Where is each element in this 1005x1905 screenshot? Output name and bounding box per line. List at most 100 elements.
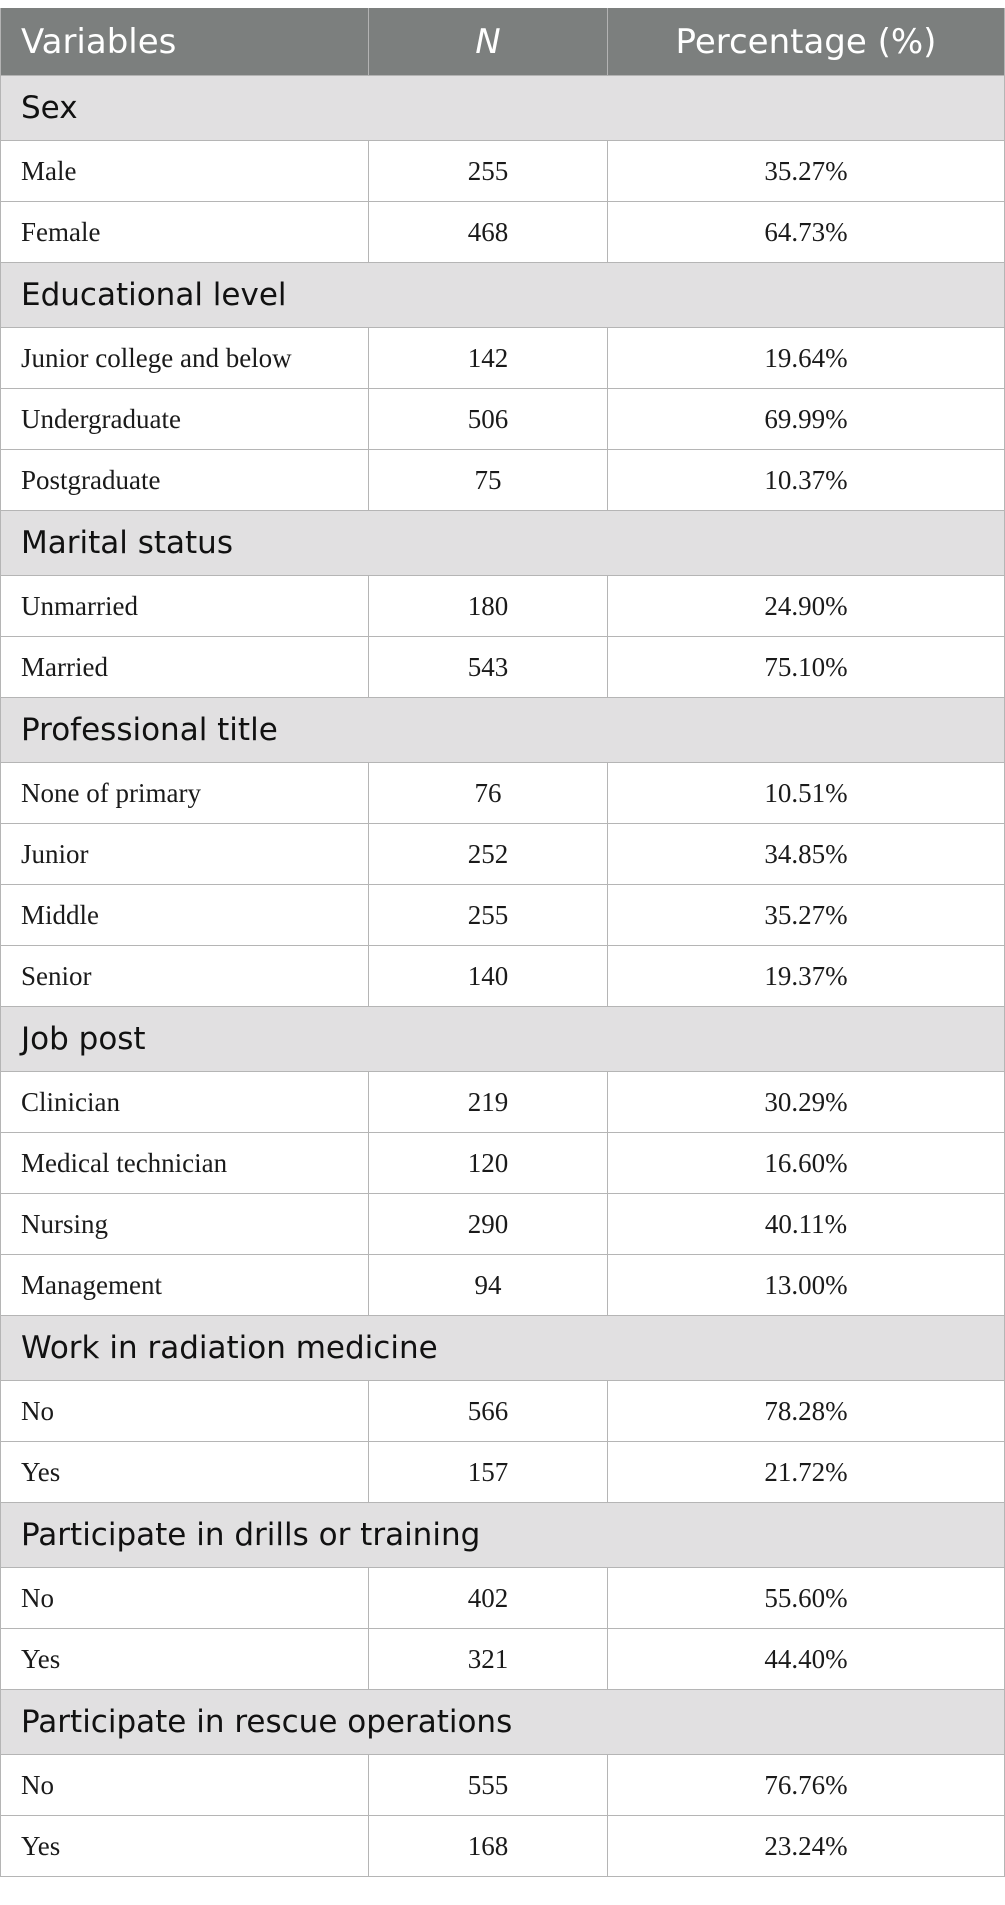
- group-header-row: Professional title: [0, 697, 1005, 763]
- count-cell: 168: [368, 1815, 608, 1877]
- table-header: Variables N Percentage (%): [0, 8, 1005, 76]
- percentage-cell: 64.73%: [607, 201, 1005, 263]
- count-cell: 543: [368, 636, 608, 698]
- group-header-row: Sex: [0, 75, 1005, 141]
- variable-cell: Nursing: [0, 1193, 369, 1255]
- group-title: Work in radiation medicine: [0, 1315, 1005, 1381]
- count-cell: 157: [368, 1441, 608, 1503]
- percentage-cell: 16.60%: [607, 1132, 1005, 1194]
- percentage-cell: 55.60%: [607, 1567, 1005, 1629]
- group-title: Job post: [0, 1006, 1005, 1072]
- count-cell: 75: [368, 449, 608, 511]
- group-title: Professional title: [0, 697, 1005, 763]
- count-cell: 94: [368, 1254, 608, 1316]
- group-header-row: Educational level: [0, 262, 1005, 328]
- count-cell: 402: [368, 1567, 608, 1629]
- variable-cell: None of primary: [0, 762, 369, 824]
- count-cell: 290: [368, 1193, 608, 1255]
- variable-cell: Middle: [0, 884, 369, 946]
- group-title: Sex: [0, 75, 1005, 141]
- group-title: Participate in rescue operations: [0, 1689, 1005, 1755]
- table-row: Undergraduate 506 69.99%: [0, 388, 1005, 450]
- table-body: Sex Male 255 35.27% Female 468 64.73% Education…: [0, 75, 1005, 1877]
- variable-cell: Undergraduate: [0, 388, 369, 450]
- percentage-cell: 13.00%: [607, 1254, 1005, 1316]
- variable-cell: Senior: [0, 945, 369, 1007]
- table-row: Medical technician 120 16.60%: [0, 1132, 1005, 1194]
- percentage-cell: 19.64%: [607, 327, 1005, 389]
- group-title: Participate in drills or training: [0, 1502, 1005, 1568]
- variable-cell: Married: [0, 636, 369, 698]
- table-row: Female 468 64.73%: [0, 201, 1005, 263]
- count-cell: 468: [368, 201, 608, 263]
- variable-cell: No: [0, 1380, 369, 1442]
- percentage-cell: 19.37%: [607, 945, 1005, 1007]
- count-cell: 180: [368, 575, 608, 637]
- variable-cell: Postgraduate: [0, 449, 369, 511]
- variable-cell: Unmarried: [0, 575, 369, 637]
- variable-cell: Medical technician: [0, 1132, 369, 1194]
- percentage-cell: 40.11%: [607, 1193, 1005, 1255]
- count-cell: 555: [368, 1754, 608, 1816]
- table-row: Junior 252 34.85%: [0, 823, 1005, 885]
- variable-cell: Management: [0, 1254, 369, 1316]
- table-row: Yes 321 44.40%: [0, 1628, 1005, 1690]
- group-header-row: Participate in drills or training: [0, 1502, 1005, 1568]
- count-cell: 120: [368, 1132, 608, 1194]
- table-row: Clinician 219 30.29%: [0, 1071, 1005, 1133]
- demographics-table-container: Variables N Percentage (%) Sex Male 255 35.…: [0, 8, 1005, 1877]
- variable-cell: No: [0, 1567, 369, 1629]
- count-cell: 506: [368, 388, 608, 450]
- percentage-cell: 34.85%: [607, 823, 1005, 885]
- variable-cell: Female: [0, 201, 369, 263]
- count-cell: 219: [368, 1071, 608, 1133]
- column-header-variables: Variables: [0, 8, 369, 76]
- percentage-cell: 10.37%: [607, 449, 1005, 511]
- variable-cell: Junior college and below: [0, 327, 369, 389]
- variable-cell: No: [0, 1754, 369, 1816]
- group-title: Marital status: [0, 510, 1005, 576]
- percentage-cell: 69.99%: [607, 388, 1005, 450]
- percentage-cell: 35.27%: [607, 140, 1005, 202]
- count-cell: 321: [368, 1628, 608, 1690]
- variable-cell: Yes: [0, 1628, 369, 1690]
- table-row: Yes 157 21.72%: [0, 1441, 1005, 1503]
- count-cell: 252: [368, 823, 608, 885]
- table-row: Unmarried 180 24.90%: [0, 575, 1005, 637]
- group-header-row: Marital status: [0, 510, 1005, 576]
- group-header-row: Job post: [0, 1006, 1005, 1072]
- count-cell: 140: [368, 945, 608, 1007]
- percentage-cell: 76.76%: [607, 1754, 1005, 1816]
- table-row: No 566 78.28%: [0, 1380, 1005, 1442]
- header-row: Variables N Percentage (%): [0, 8, 1005, 76]
- count-cell: 255: [368, 140, 608, 202]
- column-header-n: N: [368, 8, 608, 76]
- table-row: None of primary 76 10.51%: [0, 762, 1005, 824]
- column-header-percentage: Percentage (%): [607, 8, 1005, 76]
- table-row: No 402 55.60%: [0, 1567, 1005, 1629]
- group-header-row: Work in radiation medicine: [0, 1315, 1005, 1381]
- count-cell: 76: [368, 762, 608, 824]
- table-row: No 555 76.76%: [0, 1754, 1005, 1816]
- count-cell: 142: [368, 327, 608, 389]
- percentage-cell: 78.28%: [607, 1380, 1005, 1442]
- table-row: Management 94 13.00%: [0, 1254, 1005, 1316]
- group-title: Educational level: [0, 262, 1005, 328]
- percentage-cell: 75.10%: [607, 636, 1005, 698]
- percentage-cell: 23.24%: [607, 1815, 1005, 1877]
- table-row: Middle 255 35.27%: [0, 884, 1005, 946]
- variable-cell: Male: [0, 140, 369, 202]
- count-cell: 255: [368, 884, 608, 946]
- table-row: Senior 140 19.37%: [0, 945, 1005, 1007]
- percentage-cell: 44.40%: [607, 1628, 1005, 1690]
- demographics-table: Variables N Percentage (%) Sex Male 255 35.…: [0, 8, 1005, 1877]
- percentage-cell: 21.72%: [607, 1441, 1005, 1503]
- table-row: Postgraduate 75 10.37%: [0, 449, 1005, 511]
- percentage-cell: 30.29%: [607, 1071, 1005, 1133]
- variable-cell: Clinician: [0, 1071, 369, 1133]
- percentage-cell: 10.51%: [607, 762, 1005, 824]
- variable-cell: Yes: [0, 1815, 369, 1877]
- table-row: Junior college and below 142 19.64%: [0, 327, 1005, 389]
- table-row: Nursing 290 40.11%: [0, 1193, 1005, 1255]
- table-row: Yes 168 23.24%: [0, 1815, 1005, 1877]
